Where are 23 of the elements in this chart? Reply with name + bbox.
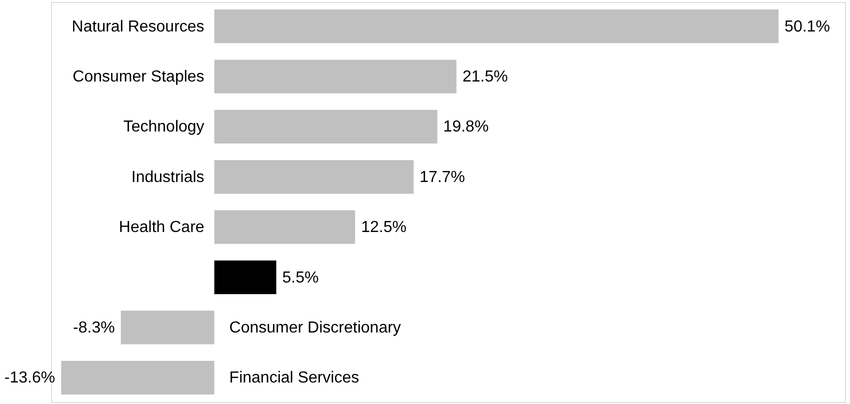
bar: [61, 360, 214, 394]
bar: [214, 110, 438, 144]
y-tick-label: Consumer Staples: [72, 68, 204, 86]
bar: [214, 210, 356, 244]
y-tick-label: Financial Services: [229, 370, 360, 387]
data-label: 12.5%: [361, 219, 406, 236]
data-label: -13.6%: [4, 370, 56, 387]
data-label: 50.1%: [784, 18, 830, 36]
bar: [214, 10, 779, 44]
bar: [120, 310, 214, 344]
y-tick-label: Health Care: [118, 219, 204, 236]
data-label: 5.5%: [282, 269, 319, 286]
data-label: 19.8%: [443, 118, 489, 136]
data-label: -8.3%: [73, 319, 115, 336]
data-label: 21.5%: [462, 68, 508, 86]
bar: [214, 260, 276, 294]
bar: [214, 60, 456, 94]
data-label: 17.7%: [420, 168, 466, 186]
y-tick-label: Technology: [123, 118, 204, 136]
bar: [214, 160, 414, 194]
y-tick-label: Consumer Discretionary: [229, 319, 401, 336]
y-tick-label: Industrials: [131, 168, 204, 186]
y-tick-label: Natural Resources: [72, 18, 204, 36]
